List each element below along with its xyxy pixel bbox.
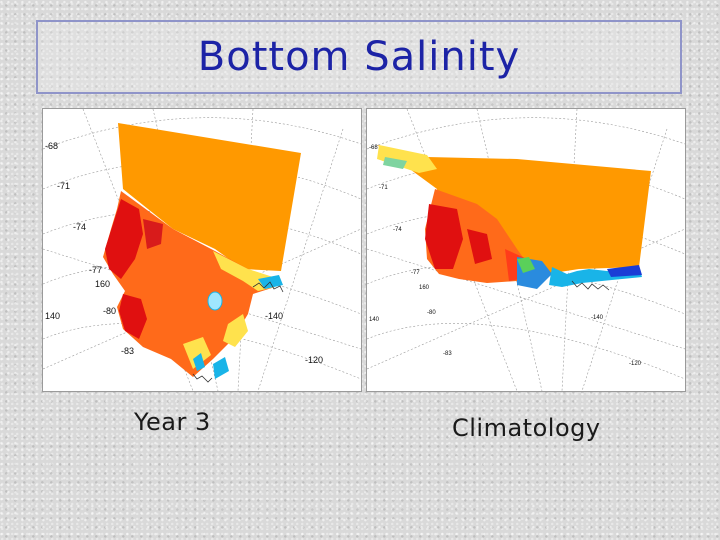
- lon-label: -140: [591, 315, 604, 321]
- lon-label: 160: [419, 285, 430, 291]
- title-box: Bottom Salinity: [36, 20, 682, 94]
- lon-label: -120: [305, 355, 323, 365]
- map-year-3: -68 -71 -74 -77 -80 -83 160 140 -140 -12…: [42, 108, 362, 392]
- lat-label: -80: [427, 310, 436, 316]
- lon-label: 140: [369, 317, 380, 323]
- lat-label: -71: [57, 181, 70, 191]
- lon-label: 140: [45, 311, 60, 321]
- lon-label: -120: [629, 361, 642, 367]
- lat-label: -74: [393, 227, 402, 233]
- lat-label: -71: [379, 185, 388, 191]
- caption-year-3: Year 3: [134, 408, 211, 436]
- lat-label: -74: [73, 222, 86, 232]
- lat-label: -77: [89, 265, 102, 275]
- lat-label: -83: [121, 346, 134, 356]
- lat-label: -68: [369, 145, 378, 151]
- lat-label: -80: [103, 306, 116, 316]
- caption-climatology: Climatology: [452, 414, 601, 442]
- lat-label: -77: [411, 270, 420, 276]
- lat-label: -83: [443, 351, 452, 357]
- lon-label: -140: [265, 311, 283, 321]
- salinity-map-year-3: -68 -71 -74 -77 -80 -83 160 140 -140 -12…: [43, 109, 361, 391]
- slide-title: Bottom Salinity: [197, 34, 521, 80]
- lon-label: 160: [95, 279, 110, 289]
- salinity-map-climatology: -68 -71 -74 -77 -80 -83 160 140 -140 -12…: [367, 109, 685, 391]
- open-ocean-region: [118, 123, 301, 271]
- lat-label: -68: [45, 141, 58, 151]
- map-climatology: -68 -71 -74 -77 -80 -83 160 140 -140 -12…: [366, 108, 686, 392]
